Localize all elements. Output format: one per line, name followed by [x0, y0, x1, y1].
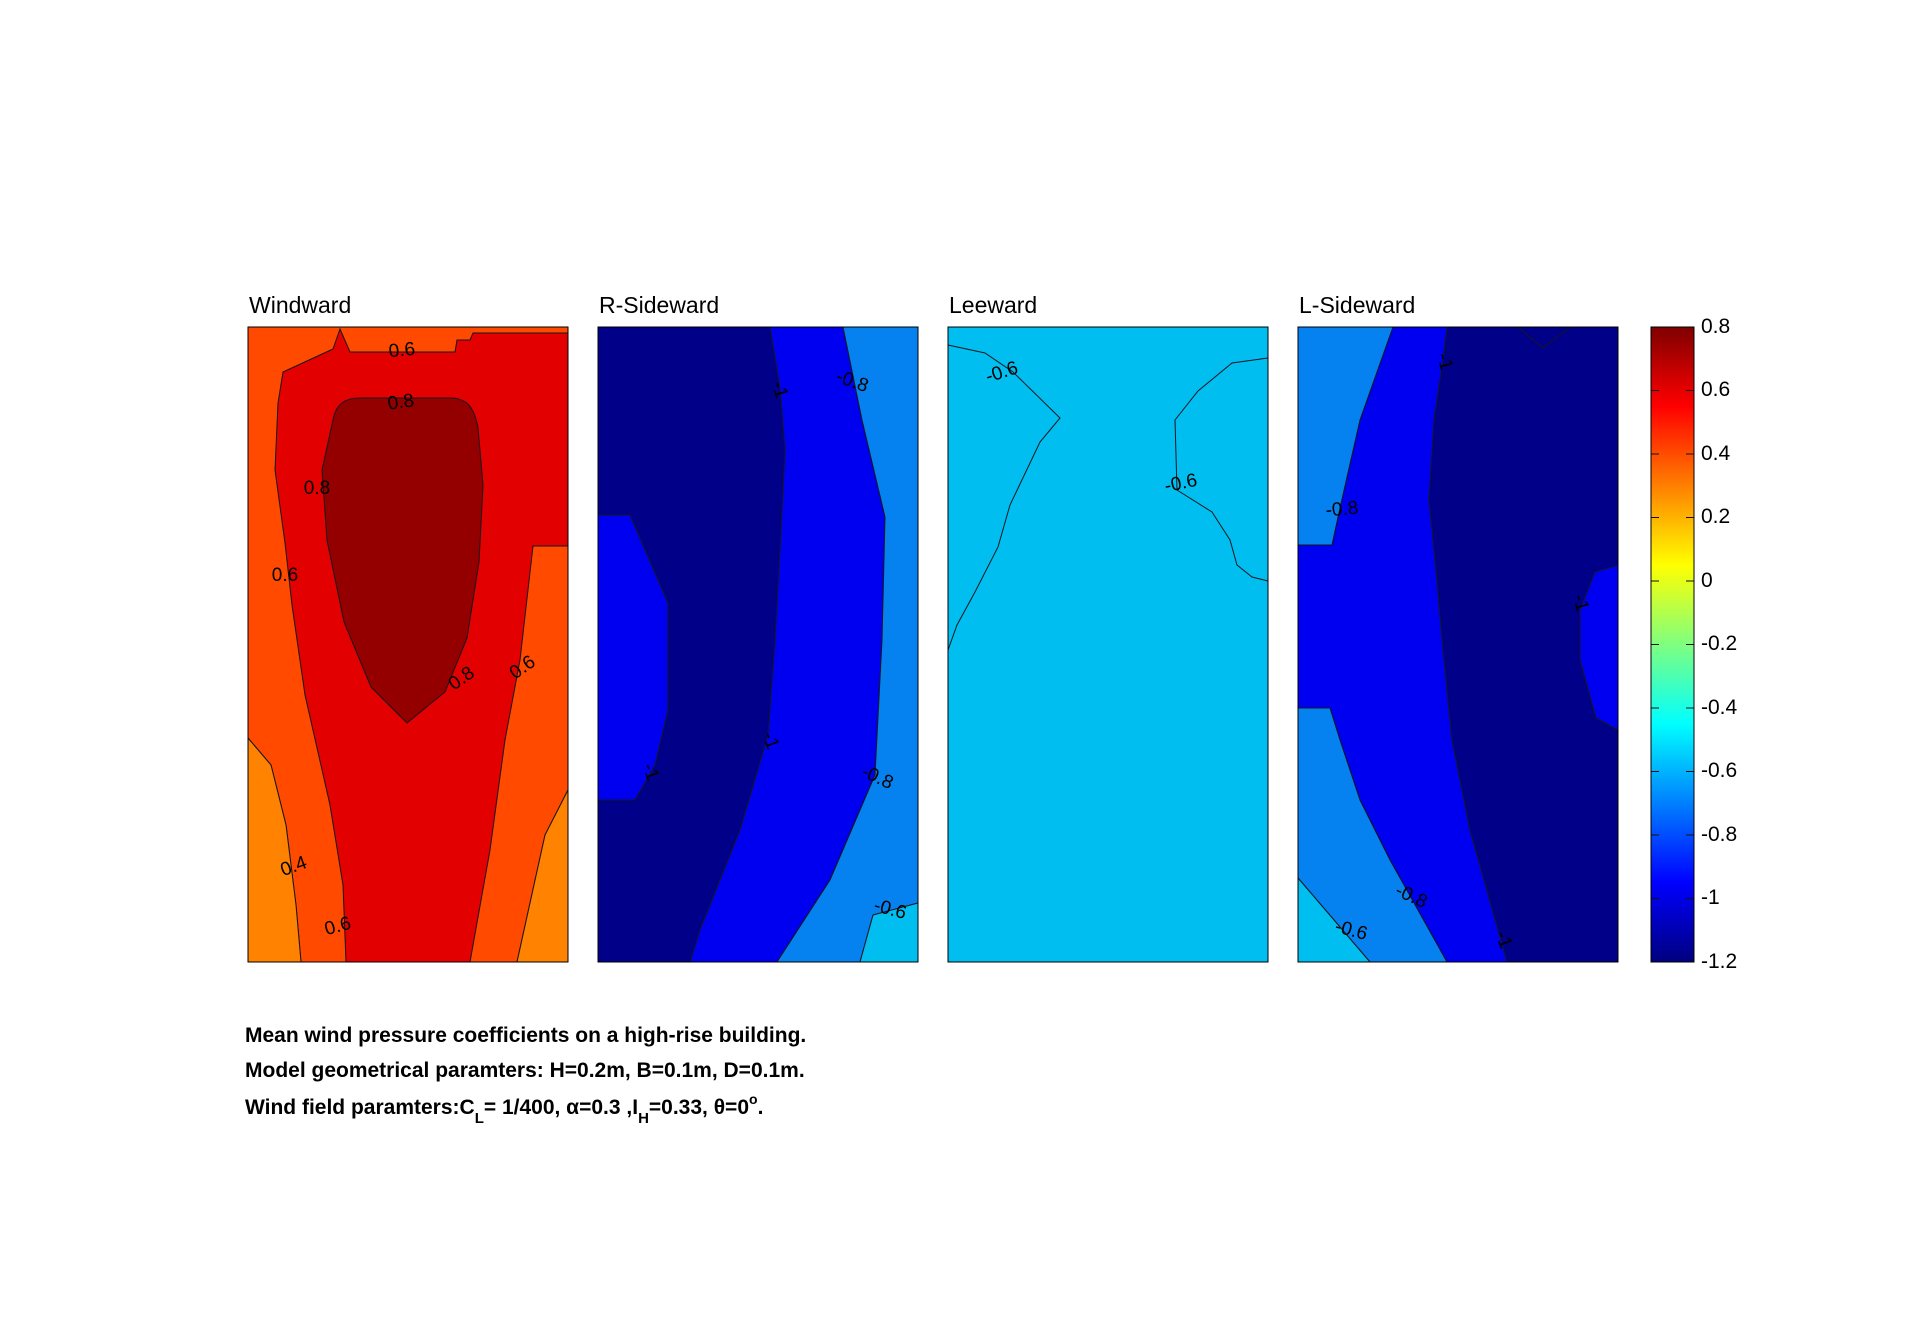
panel-windward: 0.6 0.8 0.8 0.6 0.8 0.6 0.4 0.6 — [247, 326, 569, 963]
panel-l-sideward: -1 -0.8 -1 -0.8 -1 -0.6 — [1297, 326, 1619, 963]
contour-label: -1 — [758, 729, 784, 752]
contour-label: -1 — [767, 379, 792, 401]
windward-frame — [247, 326, 569, 963]
contour-label: -1 — [1432, 351, 1457, 373]
contour-label: -0.8 — [1325, 498, 1359, 522]
contour-label: 0.6 — [388, 339, 416, 363]
colorbar-label: 0.4 — [1701, 442, 1731, 465]
colorbar-label: 0.8 — [1701, 315, 1731, 338]
caption-sup-deg: o — [749, 1091, 758, 1107]
colorbar-label: 0 — [1701, 569, 1713, 592]
leeward-base-cyan — [948, 327, 1268, 962]
colorbar — [1650, 326, 1695, 963]
colorbar-label: -1.2 — [1701, 950, 1738, 973]
panel-title-l-sideward: L-Sideward — [1299, 292, 1416, 318]
colorbar-ticks — [1651, 390, 1694, 899]
colorbar-label: -1 — [1701, 886, 1720, 909]
contour-label: -1 — [1568, 592, 1593, 614]
contour-label: 0.8 — [386, 390, 415, 414]
contour-label: -1 — [1491, 928, 1517, 951]
leeward-contour-m0p6-right — [1174, 357, 1269, 582]
panel-leeward: -0.6 -0.6 — [947, 326, 1269, 963]
colorbar-label: 0.2 — [1701, 505, 1731, 528]
leeward-contour-m0p6-left — [947, 344, 1061, 651]
contour-label: 0.8 — [304, 478, 330, 499]
caption-line-3-pre: Wind field paramters:C — [245, 1096, 475, 1119]
caption-line-3-mid1: = 1/400, α=0.3 ,I — [483, 1096, 639, 1119]
caption-line-3: Wind field paramters:CL= 1/400, α=0.3 ,I… — [245, 1091, 764, 1127]
panel-title-windward: Windward — [249, 292, 352, 318]
caption-sub-L: L — [474, 1110, 484, 1128]
panel-title-r-sideward: R-Sideward — [599, 292, 720, 318]
contour-label: -1 — [638, 760, 664, 783]
r-sideward-left-band-m10-m08 — [597, 514, 669, 801]
panel-r-sideward: -1 -0.8 -1 -1 -0.8 -0.6 — [597, 326, 919, 963]
caption-sub-H: H — [638, 1110, 649, 1128]
colorbar-label: -0.2 — [1701, 632, 1738, 655]
l-sideward-frame — [1297, 326, 1619, 963]
colorbar-label: -0.6 — [1701, 759, 1738, 782]
contour-label: 0.6 — [272, 565, 298, 586]
caption-line-3-mid2: =0.33, θ=0 — [648, 1096, 750, 1119]
colorbar-label: -0.8 — [1701, 823, 1738, 846]
caption-line-3-end: . — [757, 1096, 764, 1119]
colorbar-label: 0.6 — [1701, 378, 1731, 401]
colorbar-frame — [1650, 326, 1695, 963]
caption-line-2: Model geometrical paramters: H=0.2m, B=0… — [245, 1059, 805, 1082]
colorbar-label: -0.4 — [1701, 696, 1738, 719]
caption-line-1: Mean wind pressure coefficients on a hig… — [245, 1024, 807, 1047]
windward-band-center-gt-0p8 — [321, 397, 484, 724]
r-sideward-frame — [597, 326, 919, 963]
l-sideward-notch-contour — [1517, 326, 1571, 349]
panel-title-leeward: Leeward — [949, 292, 1038, 318]
leeward-frame — [947, 326, 1269, 963]
